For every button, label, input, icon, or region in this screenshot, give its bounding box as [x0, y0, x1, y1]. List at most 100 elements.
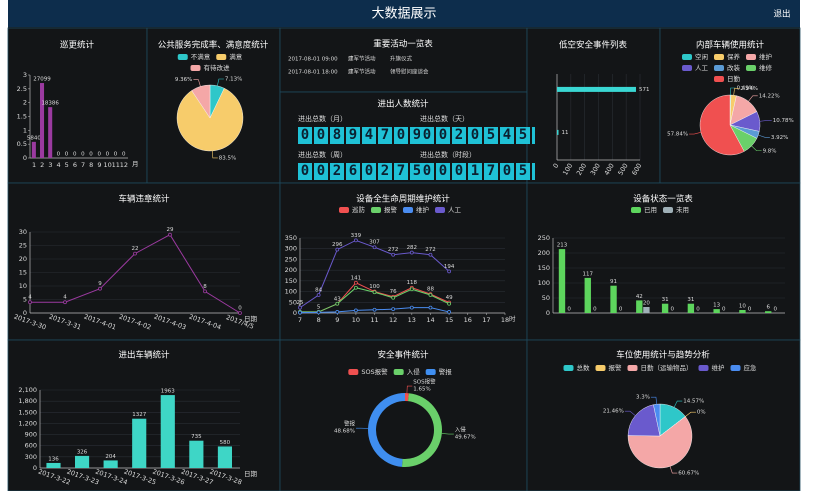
header-bar	[8, 0, 800, 27]
bar	[661, 303, 669, 313]
panel-title: 车辆违章统计	[118, 194, 170, 205]
data-label: 141	[351, 275, 362, 281]
data-label: 42	[636, 294, 643, 300]
data-label: 18386	[41, 101, 59, 107]
data-label: 0	[748, 307, 752, 313]
data-label: 0	[114, 152, 118, 158]
data-label: 0	[722, 307, 726, 313]
x-tick-label: 0	[551, 162, 560, 170]
x-tick-label: 8	[317, 316, 321, 324]
legend-swatch	[435, 207, 445, 213]
panel-title: 进出车辆统计	[118, 350, 170, 361]
y-tick-label: 0	[293, 309, 297, 317]
y-tick-label: 2,100	[18, 386, 37, 394]
slice-name: 入侵	[455, 426, 467, 434]
x-tick-label: 12	[389, 316, 397, 324]
data-label: 0	[567, 307, 571, 313]
panel	[7, 27, 148, 184]
data-label: 8	[203, 284, 207, 290]
legend-label: 报警	[384, 205, 398, 214]
activity-cell: 建军节活动	[348, 68, 376, 76]
data-label: 136	[48, 456, 59, 462]
legend-item: 不满意	[177, 52, 211, 61]
legend-label: 人工	[695, 64, 709, 72]
legend-item: 满意	[216, 52, 243, 61]
counter-label: 进出总数（周）	[298, 151, 347, 159]
data-label: 0.49%	[737, 86, 754, 92]
data-label: 0	[593, 307, 597, 313]
point	[203, 289, 207, 294]
data-label: 0	[774, 307, 778, 313]
bar	[40, 83, 45, 158]
x-tick-label: 10	[352, 316, 360, 324]
point	[298, 305, 302, 310]
data-label: 1.65%	[413, 387, 430, 393]
y-tick-label: 300	[285, 245, 297, 253]
y-tick-label: 2	[23, 99, 27, 107]
legend-swatch	[746, 65, 756, 71]
data-label: 0	[73, 152, 77, 158]
legend-item: 报警	[595, 363, 622, 372]
data-label: 2.94%	[741, 86, 758, 92]
panel-title: 低空安全事件列表	[559, 40, 628, 51]
data-label: 11	[562, 130, 569, 136]
point	[447, 301, 451, 306]
data-label: 49	[446, 295, 453, 301]
activity-cell: 建军节活动	[348, 55, 376, 63]
point	[409, 287, 414, 292]
data-label: 29	[167, 227, 174, 233]
point	[335, 247, 340, 252]
y-tick-label: 150	[285, 277, 297, 285]
data-label: 194	[444, 264, 455, 270]
data-label: 83.5%	[219, 155, 236, 161]
y-tick-label: 350	[285, 234, 297, 242]
leader-line	[193, 79, 201, 87]
x-tick-label: 8	[89, 161, 93, 169]
bar	[217, 446, 232, 468]
data-label: 1327	[132, 412, 146, 418]
data-label: 0	[81, 152, 85, 158]
legend-swatch	[177, 54, 188, 60]
x-tick-label: 9	[97, 161, 101, 169]
legend-item: 人工	[682, 64, 709, 72]
data-label: 88	[427, 287, 434, 293]
y-tick-label: 1.5	[17, 113, 27, 121]
panel-title: 进出人数统计	[377, 99, 429, 110]
bar	[643, 307, 650, 313]
legend-label: 应急	[744, 363, 758, 372]
y-tick-label: 200	[538, 249, 550, 257]
x-tick-label: 3	[48, 161, 52, 169]
data-label: 0	[670, 307, 674, 313]
point	[391, 252, 396, 257]
y-tick-label: 50	[289, 298, 297, 306]
point	[354, 308, 358, 313]
x-tick-label: 17	[482, 316, 490, 324]
y-tick-label: 1	[23, 126, 27, 134]
data-label: 580	[220, 440, 231, 446]
point	[354, 285, 358, 290]
activity-cell: 领导慰问座谈会	[390, 68, 429, 76]
point	[372, 290, 377, 295]
x-axis-label: 月	[132, 160, 139, 168]
y-tick-label: 250	[538, 234, 550, 242]
x-axis-label: 日期	[244, 470, 258, 478]
panel-title: 车位使用统计与趋势分析	[616, 350, 710, 361]
bar	[636, 300, 643, 313]
legend-swatch	[714, 65, 724, 71]
point	[447, 310, 451, 314]
exit-button[interactable]: 退出	[773, 9, 790, 20]
data-label: 7.13%	[225, 76, 242, 82]
legend-label: 保养	[727, 52, 741, 61]
x-tick-label: 11	[370, 316, 378, 324]
leader-line	[217, 78, 224, 86]
legend-item: 保养	[714, 52, 741, 61]
activity-cell: 2017-08-01 09:00	[288, 57, 338, 63]
data-label: 14.57%	[683, 399, 704, 405]
point	[391, 295, 396, 300]
legend-swatch	[216, 54, 227, 60]
legend-swatch	[393, 369, 404, 375]
y-tick-label: 1,800	[18, 397, 37, 405]
counter-label: 进出总数（时段）	[420, 151, 476, 159]
data-label: 0	[106, 152, 110, 158]
